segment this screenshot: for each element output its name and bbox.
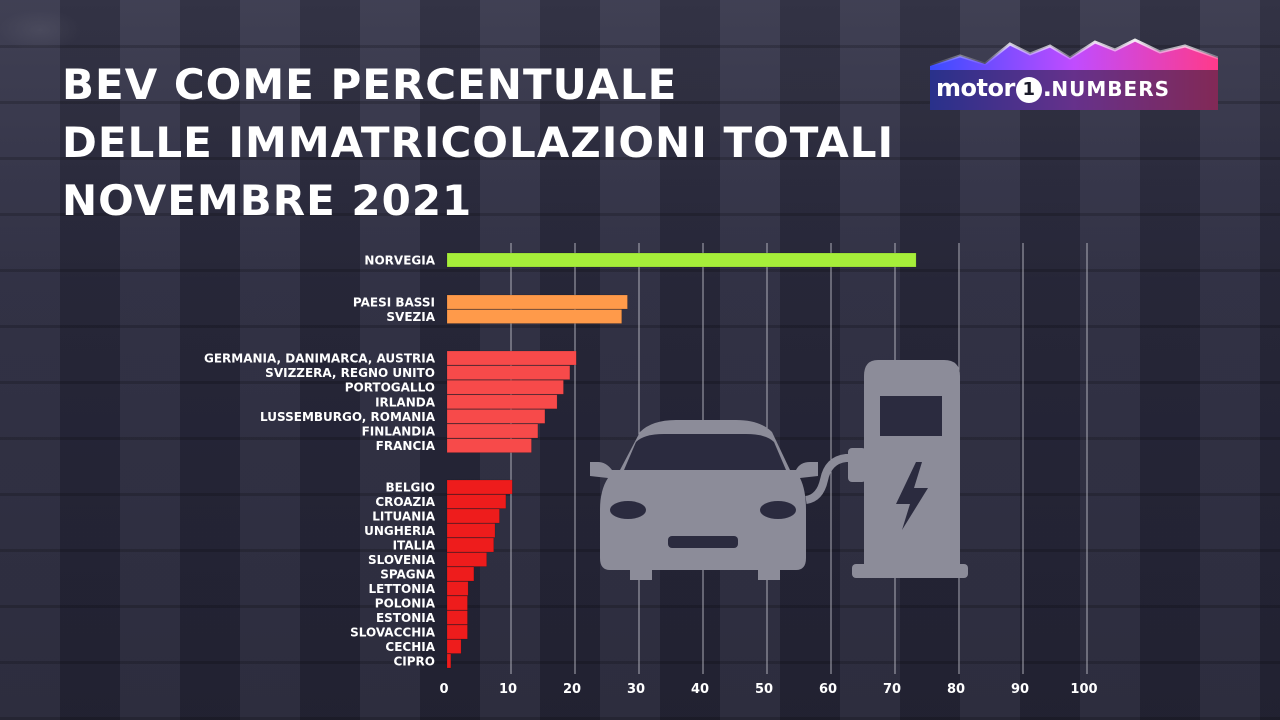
bar-ungheria [446,523,496,538]
x-tick-label: 100 [1070,682,1097,697]
x-tick-label: 90 [1011,682,1029,697]
category-label: LITUANIA [372,510,435,524]
bar-lussemburgo-romania [446,409,546,424]
electric-car-icon [590,420,852,580]
category-label: NORVEGIA [364,254,435,268]
category-label: LETTONIA [369,582,436,596]
x-tick-label: 30 [627,682,645,697]
bar-cipro [446,653,452,669]
bar-finlandia [446,423,539,439]
category-label: PORTOGALLO [345,381,435,395]
category-label: PAESI BASSI [353,296,435,310]
category-label: UNGHERIA [364,524,436,538]
bar-lituania [446,508,500,524]
category-label: SVEZIA [386,310,435,324]
bar-irlanda [446,394,558,410]
x-tick-label: 10 [499,682,517,697]
bar-slovenia [446,552,487,567]
bar-slovacchia [446,624,468,640]
bar-germania-danimarca-austria [446,350,577,366]
x-tick-label: 40 [691,682,709,697]
bar-belgio [446,479,513,495]
bar-svezia [446,309,622,324]
category-label: GERMANIA, DANIMARCA, AUSTRIA [204,352,436,366]
category-label: BELGIO [385,481,435,495]
x-tick-label: 50 [755,682,773,697]
bar-lettonia [446,581,469,596]
x-tick-label: 80 [947,682,965,697]
category-label: SLOVENIA [368,553,436,567]
title-line-1: BEV COME PERCENTUALE [62,60,678,109]
bar-portogallo [446,379,564,395]
bars [446,252,917,669]
bar-paesi-bassi [446,294,628,310]
x-tick-label: 20 [563,682,581,697]
charging-station-icon [848,360,968,578]
bar-svizzera-regno-unito [446,365,571,380]
category-label: SPAGNA [380,568,436,582]
category-label: CECHIA [385,640,435,654]
bar-norvegia [446,252,917,268]
title-line-3: NOVEMBRE 2021 [62,176,473,225]
bar-estonia [446,610,468,625]
category-label: POLONIA [375,597,436,611]
bar-cechia [446,639,462,654]
motor1-numbers-logo: motor 1 .NUMBERS [930,36,1218,110]
x-axis-ticks: 0 10 20 30 40 50 60 70 80 90 100 [439,682,1097,697]
category-label: FINLANDIA [362,425,436,439]
category-label: IRLANDA [375,395,436,409]
category-label: LUSSEMBURGO, ROMANIA [260,410,436,424]
category-label: ITALIA [393,539,436,553]
bar-polonia [446,595,468,611]
x-tick-label: 60 [819,682,837,697]
x-tick-label: 70 [883,682,901,697]
bar-italia [446,537,494,553]
logo-wordmark: motor 1 .NUMBERS [936,74,1171,103]
category-label: ESTONIA [376,611,436,625]
bar-croazia [446,494,507,509]
category-label: SLOVACCHIA [350,626,436,640]
category-label: SVIZZERA, REGNO UNITO [265,366,435,380]
category-label: CIPRO [393,655,435,669]
x-tick-label: 0 [439,682,448,697]
bar-francia [446,438,532,453]
page-title: BEV COME PERCENTUALE DELLE IMMATRICOLAZI… [62,56,894,230]
category-label: CROAZIA [375,495,435,509]
bar-spagna [446,566,475,582]
title-line-2: DELLE IMMATRICOLAZIONI TOTALI [62,118,895,167]
category-label: FRANCIA [376,439,436,453]
logo-mountain-graphic [930,38,1218,110]
